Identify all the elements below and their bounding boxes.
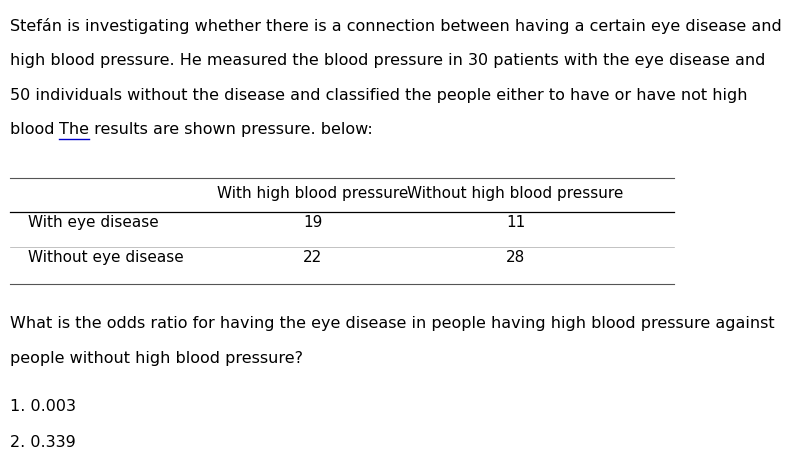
Text: 19: 19 <box>303 215 322 230</box>
Text: high blood pressure. He measured the blood pressure in 30 patients with the eye : high blood pressure. He measured the blo… <box>10 53 764 68</box>
Text: 50 individuals without the disease and classified the people either to have or h: 50 individuals without the disease and c… <box>10 88 746 103</box>
Text: What is the odds ratio for having the eye disease in people having high blood pr: What is the odds ratio for having the ey… <box>10 316 774 331</box>
Text: results are shown pressure. below:: results are shown pressure. below: <box>89 122 373 137</box>
Text: Without eye disease: Without eye disease <box>28 250 184 265</box>
Text: 22: 22 <box>303 250 322 265</box>
Text: With high blood pressure: With high blood pressure <box>217 186 408 201</box>
Text: With eye disease: With eye disease <box>28 215 159 230</box>
Text: 11: 11 <box>505 215 525 230</box>
Text: people without high blood pressure?: people without high blood pressure? <box>10 351 303 365</box>
Text: 2. 0.339: 2. 0.339 <box>10 435 75 450</box>
Text: The: The <box>59 122 89 137</box>
Text: 28: 28 <box>505 250 525 265</box>
Text: blood: blood <box>10 122 59 137</box>
Text: 1. 0.003: 1. 0.003 <box>10 399 75 414</box>
Text: Without high blood pressure: Without high blood pressure <box>407 186 623 201</box>
Text: Stefán is investigating whether there is a connection between having a certain e: Stefán is investigating whether there is… <box>10 18 780 35</box>
